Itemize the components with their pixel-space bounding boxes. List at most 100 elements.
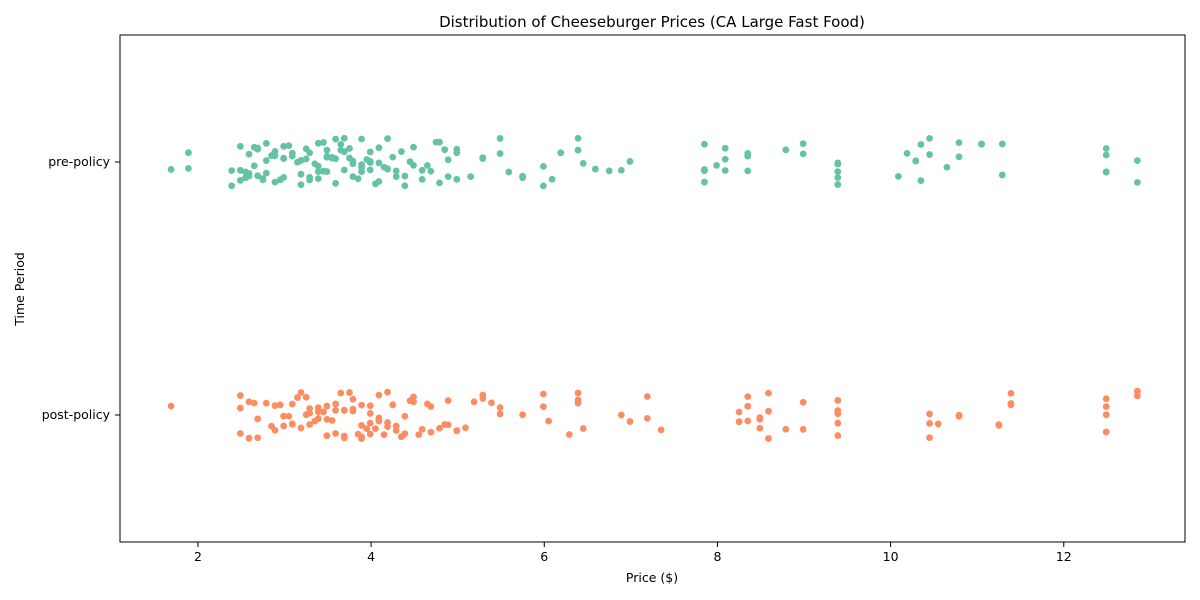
data-point-post-policy (1133, 392, 1141, 400)
y-axis-label: Time Period (12, 252, 27, 327)
data-point-pre-policy (358, 161, 365, 169)
data-point-pre-policy (955, 153, 963, 161)
data-point-pre-policy (323, 168, 331, 175)
x-tick-label: 8 (713, 549, 721, 564)
data-point-post-policy (1007, 400, 1015, 407)
x-tick-label: 2 (194, 549, 202, 564)
data-point-post-policy (372, 425, 379, 432)
data-point-post-policy (380, 431, 388, 439)
x-axis-ticks: 2 4 6 8 10 12 (194, 542, 1072, 564)
data-point-post-policy (340, 406, 348, 414)
data-point-pre-policy (479, 155, 487, 163)
data-point-pre-policy (358, 168, 365, 175)
data-point-pre-policy (436, 179, 443, 187)
data-point-post-policy (934, 420, 942, 428)
data-point-pre-policy (384, 165, 391, 173)
data-point-pre-policy (721, 167, 729, 174)
data-point-post-policy (254, 415, 262, 423)
data-point-pre-policy (1133, 157, 1141, 165)
data-point-post-policy (444, 397, 452, 404)
data-point-pre-policy (332, 179, 339, 187)
data-point-pre-policy (943, 163, 951, 171)
data-point-pre-policy (245, 172, 253, 180)
data-point-post-policy (765, 389, 772, 397)
data-point-post-policy (1133, 387, 1141, 395)
data-point-post-policy (410, 398, 417, 406)
data-point-pre-policy (259, 175, 267, 182)
data-point-pre-policy (314, 139, 322, 147)
data-point-pre-policy (320, 139, 327, 146)
data-point-pre-policy (354, 175, 362, 183)
data-point-pre-policy (323, 146, 331, 154)
data-point-post-policy (735, 418, 743, 426)
data-point-post-policy (358, 401, 365, 409)
data-point-post-policy (276, 401, 284, 409)
data-point-pre-policy (701, 167, 708, 175)
data-point-pre-policy (917, 177, 925, 184)
data-point-pre-policy (410, 161, 417, 169)
x-axis-label: Price ($) (626, 570, 678, 585)
data-point-pre-policy (375, 144, 383, 152)
data-point-post-policy (617, 411, 625, 419)
data-point-post-policy (280, 422, 288, 430)
data-point-post-policy (332, 400, 339, 408)
data-point-pre-policy (998, 140, 1006, 148)
data-point-post-policy (288, 420, 296, 428)
data-point-pre-policy (453, 145, 461, 153)
data-point-pre-policy (398, 148, 405, 155)
data-point-pre-policy (314, 162, 322, 170)
data-points (167, 134, 1141, 442)
data-point-post-policy (245, 398, 253, 406)
data-point-post-policy (496, 404, 504, 411)
data-point-pre-policy (903, 149, 911, 157)
x-tick-label: 4 (367, 549, 375, 564)
data-point-post-policy (574, 399, 582, 407)
data-point-pre-policy (262, 139, 270, 147)
data-point-post-policy (285, 412, 293, 420)
data-point-post-policy (926, 434, 933, 442)
data-point-pre-policy (574, 146, 582, 154)
data-point-post-policy (1102, 411, 1110, 419)
data-point-pre-policy (280, 173, 288, 181)
x-tick-label: 10 (883, 549, 899, 564)
data-point-post-policy (389, 401, 397, 409)
data-point-post-policy (349, 395, 357, 403)
data-point-pre-policy (721, 144, 729, 152)
data-point-post-policy (626, 418, 634, 425)
data-point-post-policy (834, 397, 842, 404)
data-point-post-policy (323, 415, 331, 423)
data-point-pre-policy (834, 174, 842, 182)
data-point-pre-policy (185, 149, 192, 157)
data-point-post-policy (358, 435, 365, 442)
data-point-pre-policy (340, 166, 348, 174)
data-point-pre-policy (912, 157, 920, 165)
data-point-post-policy (799, 425, 807, 433)
data-point-pre-policy (167, 166, 175, 173)
data-point-post-policy (366, 419, 374, 427)
data-point-post-policy (1102, 403, 1110, 411)
data-point-post-policy (735, 408, 743, 416)
data-point-pre-policy (1102, 151, 1110, 159)
data-point-post-policy (782, 425, 790, 433)
data-point-post-policy (392, 422, 400, 430)
data-point-post-policy (427, 428, 435, 436)
data-point-pre-policy (744, 167, 752, 175)
data-point-pre-policy (926, 134, 933, 142)
data-point-post-policy (250, 399, 258, 407)
data-point-post-policy (254, 434, 262, 442)
data-point-pre-policy (384, 135, 391, 143)
data-point-post-policy (401, 412, 409, 420)
data-point-post-policy (756, 424, 764, 432)
data-point-pre-policy (701, 178, 708, 186)
data-point-pre-policy (410, 143, 417, 151)
data-point-pre-policy (337, 140, 345, 148)
data-point-pre-policy (236, 166, 244, 174)
data-point-post-policy (245, 434, 253, 442)
data-point-post-policy (415, 431, 423, 439)
data-point-pre-policy (591, 165, 599, 173)
data-point-post-policy (302, 393, 310, 401)
data-point-post-policy (294, 394, 301, 401)
data-point-post-policy (328, 417, 336, 424)
data-point-post-policy (167, 402, 175, 410)
